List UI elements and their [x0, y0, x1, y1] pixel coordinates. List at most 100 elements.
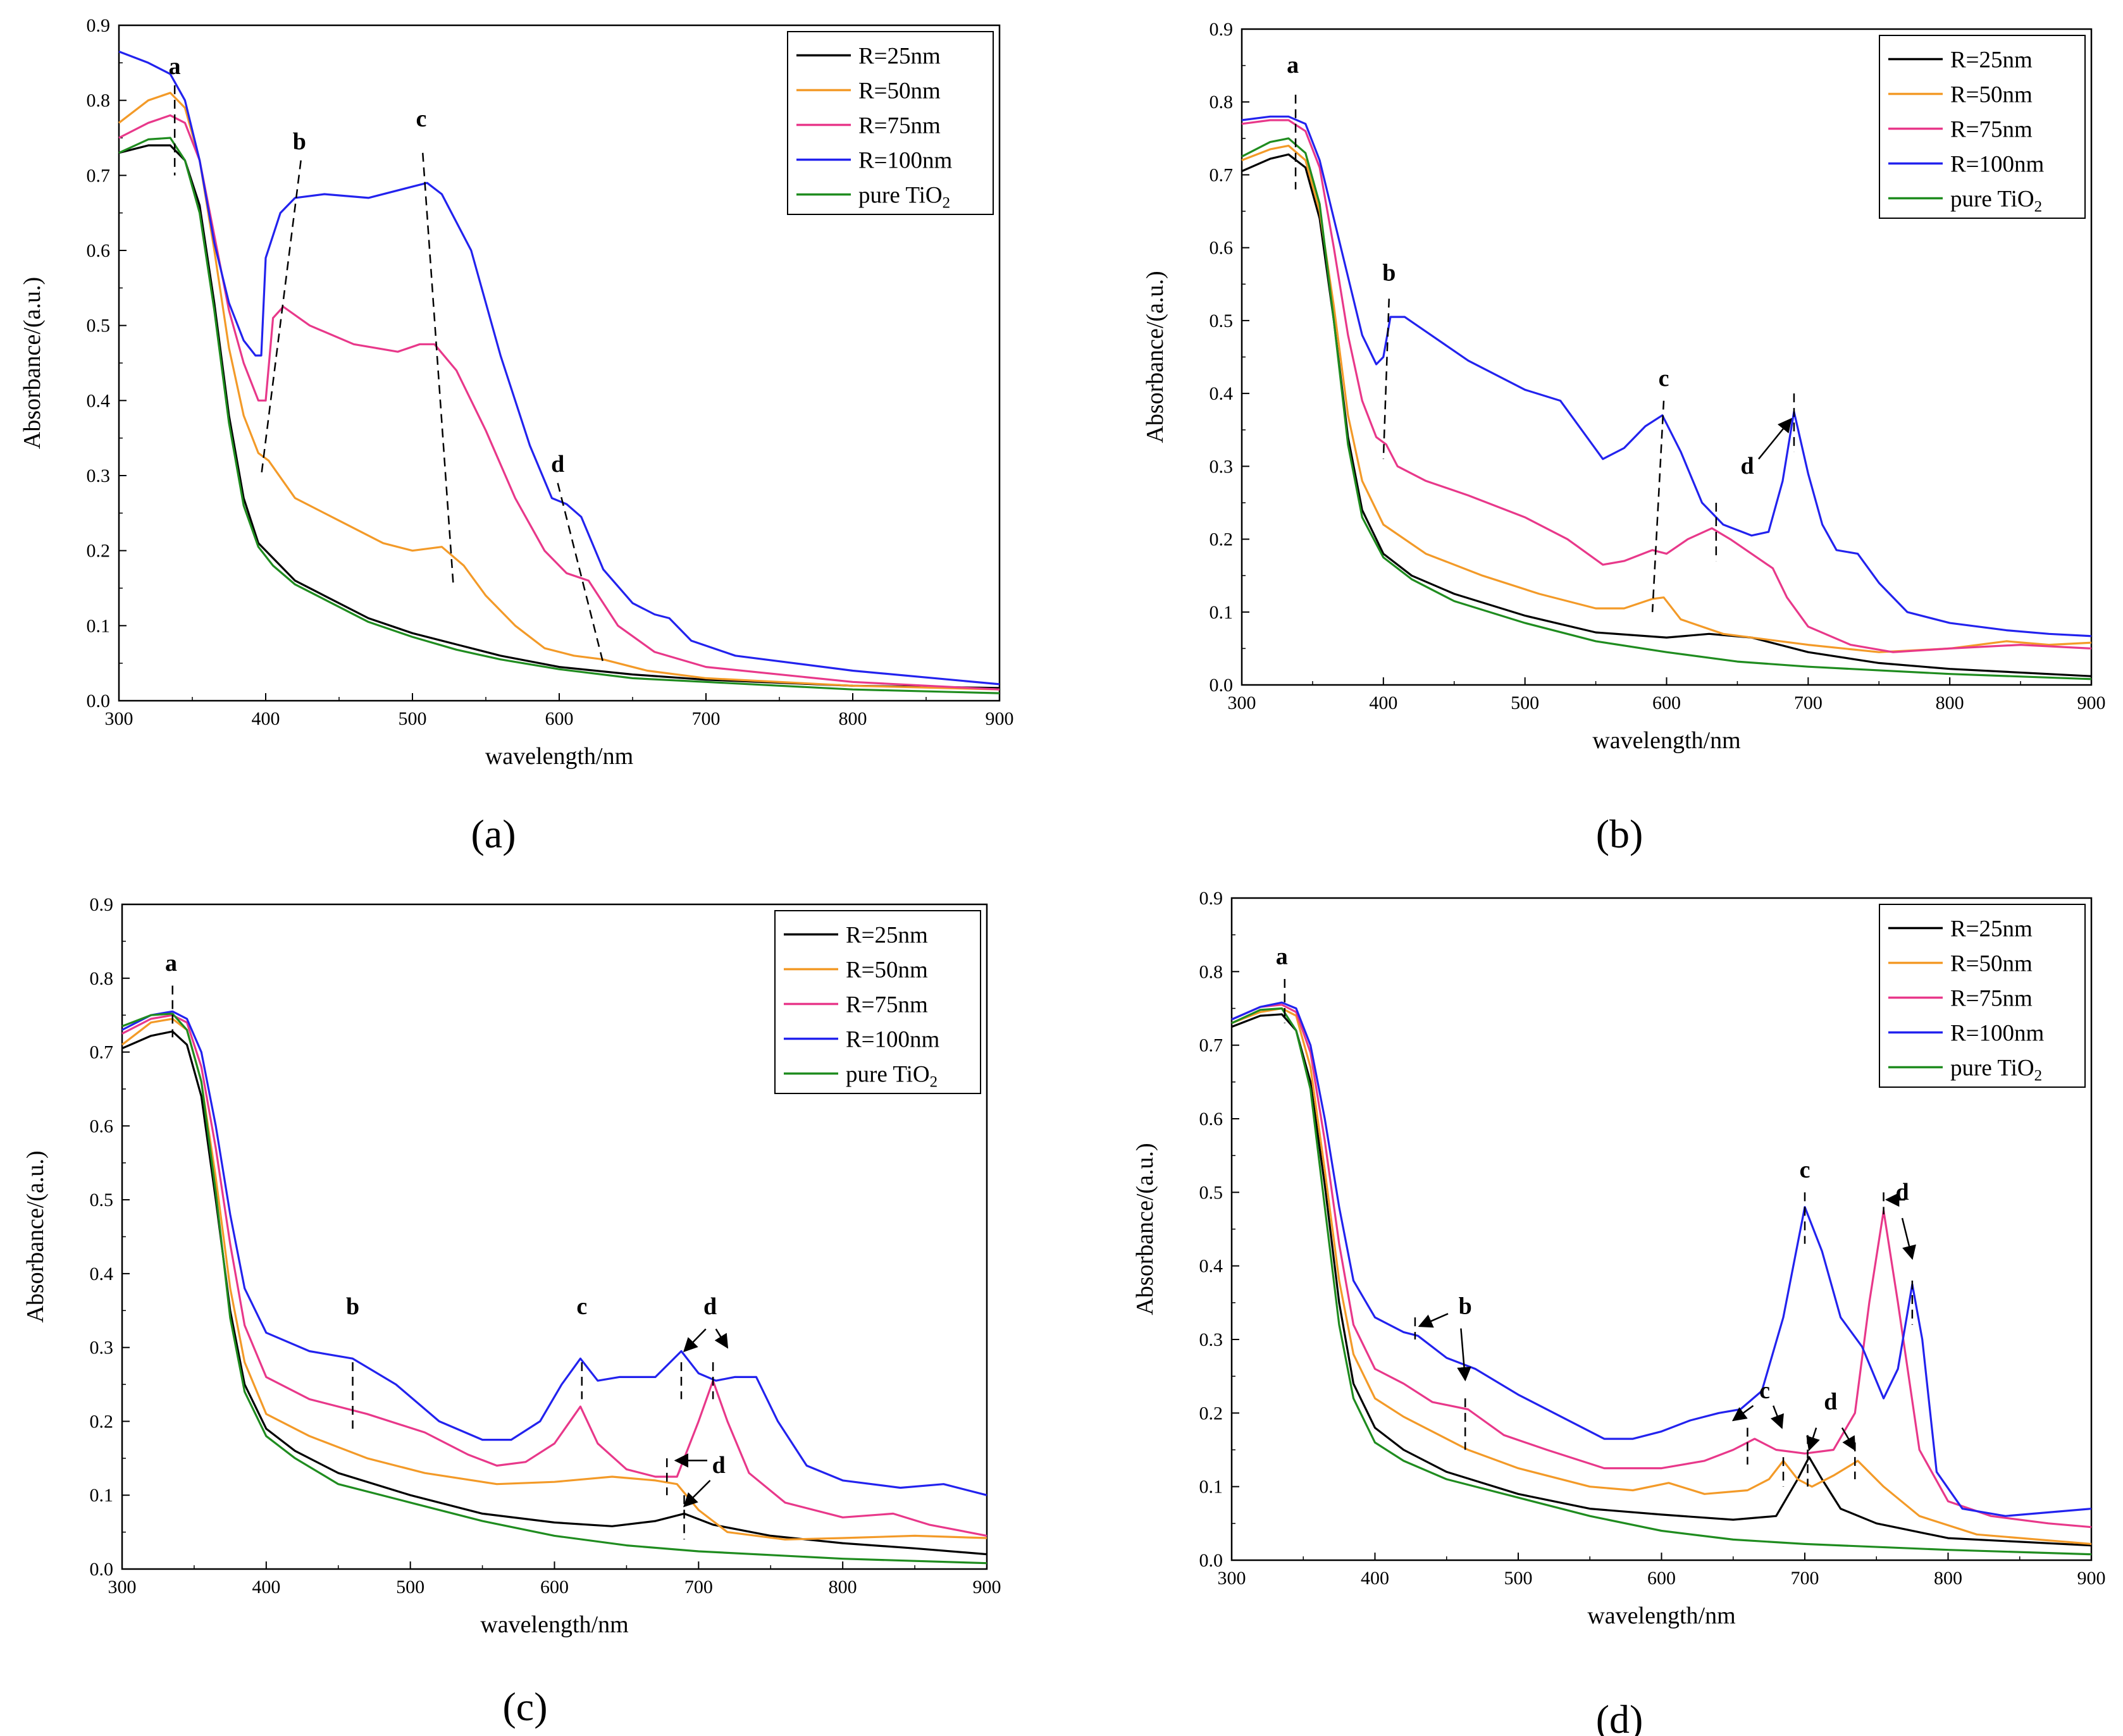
annotation-label: c — [1659, 366, 1669, 392]
y-tick-label: 0.9 — [1199, 888, 1223, 909]
legend: R=25nm R=50nm R=75nm R=100nm pure TiO2 — [774, 910, 981, 1094]
y-tick-label: 0.2 — [87, 541, 111, 562]
legend-box — [1879, 35, 2086, 219]
annotation-arrow — [1806, 1427, 1820, 1451]
legend-subscript: 2 — [930, 1074, 938, 1091]
series-line-5 — [1241, 137, 2092, 680]
annotation-label: d — [1741, 453, 1754, 479]
annotation-label: c — [576, 1293, 587, 1320]
x-tick-label: 500 — [1504, 1568, 1533, 1589]
x-axis-label: wavelength/nm — [1592, 727, 1740, 754]
annotation-dashed-line — [260, 160, 302, 476]
series-line-5 — [1231, 1007, 2092, 1556]
annotation-label: d — [1895, 1179, 1909, 1205]
x-tick-label: 700 — [684, 1577, 713, 1597]
annotation-arrow — [1901, 1217, 1916, 1260]
legend-label: R=100nm — [1950, 1021, 2045, 1047]
legend-label: R=75nm — [1950, 986, 2033, 1012]
x-axis-label: wavelength/nm — [480, 1611, 628, 1638]
annotation-label: b — [1382, 260, 1396, 286]
x-tick-label: 300 — [108, 1577, 137, 1597]
series-line-4 — [1241, 115, 2092, 637]
legend-subscript: 2 — [2034, 1068, 2043, 1085]
x-tick-label: 800 — [839, 708, 867, 729]
legend-subscript: 2 — [2034, 199, 2043, 216]
y-tick-label: 0.3 — [1199, 1329, 1223, 1350]
legend: R=25nm R=50nm R=75nm R=100nm pure TiO2 — [1879, 904, 2086, 1088]
x-tick-label: 400 — [1361, 1568, 1389, 1589]
series-line-1 — [121, 1030, 987, 1556]
series-line-1 — [1241, 153, 2092, 677]
panel-label: (d) — [1596, 1697, 1643, 1736]
legend-box — [774, 910, 981, 1094]
annotation-label: a — [1276, 944, 1288, 970]
y-tick-label: 0.5 — [87, 316, 111, 336]
y-tick-label: 0.2 — [1210, 529, 1234, 550]
annotation-label: d — [1824, 1389, 1837, 1415]
x-tick-label: 900 — [2077, 693, 2106, 713]
x-tick-label: 500 — [1511, 693, 1539, 713]
x-tick-label: 400 — [252, 1577, 280, 1597]
series-line-5 — [118, 137, 1000, 694]
y-tick-label: 0.5 — [1210, 311, 1234, 331]
y-tick-label: 0.7 — [1210, 164, 1234, 185]
y-tick-label: 0.8 — [1199, 961, 1223, 982]
y-tick-label: 0.4 — [87, 390, 111, 411]
y-tick-label: 0.1 — [87, 615, 111, 636]
panel-label: (c) — [502, 1684, 547, 1729]
annotation-label: d — [712, 1452, 726, 1479]
y-tick-label: 0.1 — [1199, 1477, 1223, 1498]
chart-panel-d: 300 400 500 600 700 800 900 0.0 0.1 0.2 0.3 0.4 0.5 0… — [1132, 888, 2106, 1629]
y-tick-label: 0.0 — [90, 1559, 114, 1580]
y-tick-label: 0.1 — [90, 1485, 114, 1506]
y-axis-label: Absorbance/(a.u.) — [1132, 1143, 1158, 1315]
annotation-label: a — [169, 53, 181, 80]
x-tick-label: 800 — [829, 1577, 857, 1597]
x-tick-label: 400 — [1369, 693, 1397, 713]
legend-subscript: 2 — [943, 195, 951, 212]
x-tick-label: 600 — [1647, 1568, 1676, 1589]
annotation-arrow — [1770, 1405, 1784, 1429]
y-tick-label: 0.9 — [1210, 19, 1234, 40]
y-tick-label: 0.9 — [87, 15, 111, 36]
y-tick-label: 0.3 — [90, 1338, 114, 1358]
series-line-3 — [1231, 1004, 2092, 1529]
x-tick-label: 800 — [1934, 1568, 1962, 1589]
x-tick-label: 800 — [1936, 693, 1964, 713]
legend-label: R=50nm — [846, 957, 928, 983]
legend-label: R=100nm — [1950, 152, 2045, 178]
legend-label: R=50nm — [1950, 82, 2033, 108]
annotation-arrow — [1841, 1427, 1856, 1451]
legend-label: R=25nm — [1950, 47, 2033, 73]
series-line-2 — [1231, 1007, 2092, 1545]
annotation-label: a — [165, 950, 177, 976]
panel-label: (b) — [1596, 811, 1643, 856]
y-tick-label: 0.0 — [87, 691, 111, 711]
series-line-3 — [121, 1014, 987, 1537]
annotation-dashed-line — [421, 152, 455, 589]
x-tick-label: 600 — [540, 1577, 569, 1597]
legend-box — [1879, 904, 2086, 1088]
x-tick-label: 500 — [399, 708, 427, 729]
annotation-dashed-line — [557, 483, 604, 663]
annotation-label: a — [1287, 52, 1299, 78]
annotation-label: c — [1800, 1157, 1810, 1183]
y-tick-label: 0.3 — [1210, 456, 1234, 477]
legend-label: pure TiO2 — [1950, 1056, 2042, 1085]
y-tick-label: 0.0 — [1199, 1550, 1223, 1571]
legend-label: R=25nm — [1950, 916, 2033, 942]
y-tick-label: 0.5 — [1199, 1182, 1223, 1203]
y-axis-label: Absorbance/(a.u.) — [1142, 271, 1168, 443]
y-tick-label: 0.3 — [87, 465, 111, 486]
y-tick-label: 0.6 — [1199, 1109, 1223, 1130]
annotation-label: c — [416, 106, 426, 132]
annotation-arrow — [683, 1479, 711, 1508]
y-tick-label: 0.9 — [90, 894, 114, 915]
y-tick-label: 0.6 — [90, 1116, 114, 1136]
x-tick-label: 300 — [105, 708, 133, 729]
y-tick-label: 0.8 — [87, 90, 111, 111]
annotation-label: d — [703, 1293, 717, 1320]
annotation-arrow — [1758, 417, 1792, 460]
legend-box — [787, 31, 994, 215]
legend-label: R=50nm — [858, 78, 941, 104]
